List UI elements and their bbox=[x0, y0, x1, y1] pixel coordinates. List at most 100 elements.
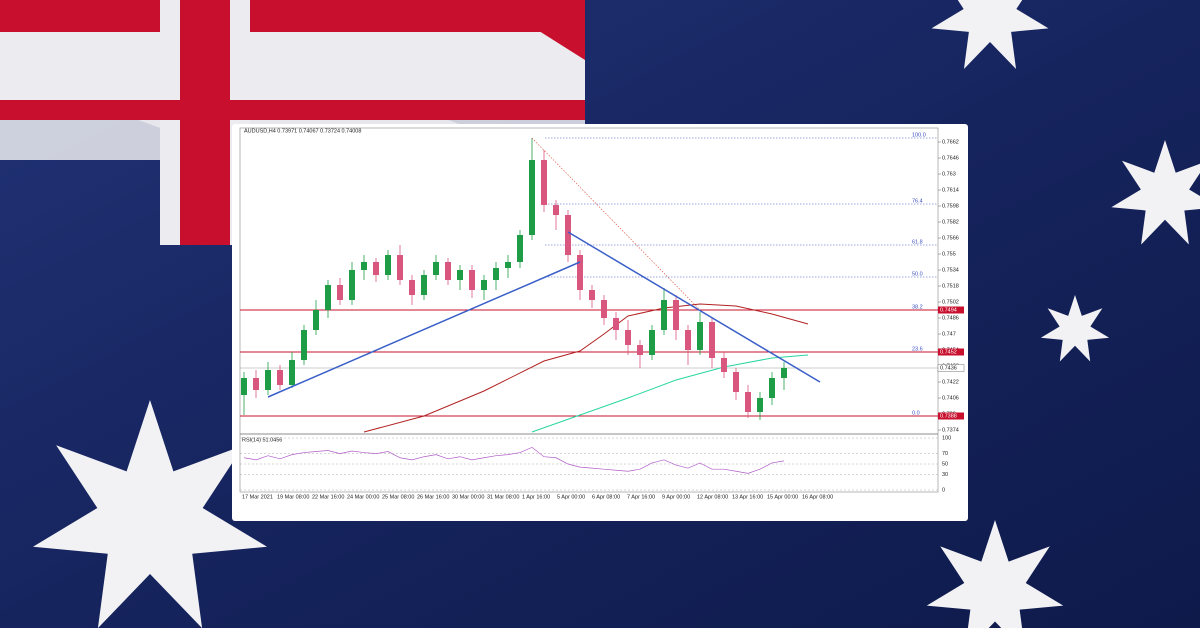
candle-body bbox=[469, 270, 475, 290]
current-price-label: 0.7436 bbox=[940, 365, 957, 371]
fib-label: 61.8 bbox=[912, 239, 923, 245]
flag-white-band bbox=[0, 32, 585, 100]
candle-body bbox=[529, 160, 535, 235]
candle-body bbox=[649, 330, 655, 355]
y-tick-label: 0.7502 bbox=[942, 299, 959, 305]
x-tick-label: 1 Apr 16:00 bbox=[522, 494, 550, 500]
y-tick-label: 0.7582 bbox=[942, 219, 959, 225]
x-tick-label: 31 Mar 08:00 bbox=[487, 494, 519, 500]
candle-body bbox=[337, 285, 343, 300]
moving-average bbox=[531, 354, 809, 433]
flag-red-diagonal bbox=[490, 0, 585, 60]
candle-body bbox=[517, 235, 523, 262]
x-tick-label: 30 Mar 00:00 bbox=[452, 494, 484, 500]
y-tick-label: 0.7422 bbox=[942, 379, 959, 385]
candle-body bbox=[745, 392, 751, 412]
candle-body bbox=[601, 300, 607, 318]
candle-body bbox=[673, 300, 679, 330]
flag-red-cross bbox=[0, 100, 585, 120]
x-tick-label: 24 Mar 00:00 bbox=[347, 494, 379, 500]
y-tick-label: 0.755 bbox=[942, 251, 956, 257]
rsi-tick-label: 100 bbox=[942, 435, 951, 441]
candle-body bbox=[253, 378, 259, 390]
candle-body bbox=[301, 330, 307, 360]
x-tick-label: 6 Apr 08:00 bbox=[592, 494, 620, 500]
current-price-tag bbox=[937, 364, 965, 372]
x-tick-label: 26 Mar 16:00 bbox=[417, 494, 449, 500]
candle-body bbox=[661, 300, 667, 330]
level-tag-label: 0.7494 bbox=[940, 307, 957, 313]
candle-body bbox=[445, 262, 451, 280]
trendline bbox=[567, 231, 821, 383]
trendline bbox=[267, 261, 581, 398]
candle-body bbox=[589, 290, 595, 300]
x-tick-label: 9 Apr 00:00 bbox=[662, 494, 690, 500]
candle-body bbox=[553, 205, 559, 215]
y-tick-label: 0.7566 bbox=[942, 235, 959, 241]
fib-label: 38.2 bbox=[912, 304, 923, 310]
candle-body bbox=[481, 280, 487, 290]
x-tick-label: 16 Apr 08:00 bbox=[802, 494, 833, 500]
x-tick-label: 15 Apr 00:00 bbox=[767, 494, 798, 500]
candle-body bbox=[457, 270, 463, 280]
fib-label: 23.6 bbox=[912, 346, 923, 352]
chart-title: AUDUSD,H4 0.73971 0.74067 0.73724 0.7400… bbox=[244, 128, 361, 134]
x-tick-label: 25 Mar 08:00 bbox=[382, 494, 414, 500]
candle-body bbox=[349, 270, 355, 300]
candle-body bbox=[733, 372, 739, 392]
candle-body bbox=[565, 215, 571, 255]
fib-label: 100.0 bbox=[912, 132, 926, 138]
candle-body bbox=[637, 345, 643, 355]
x-tick-label: 13 Apr 16:00 bbox=[732, 494, 763, 500]
candle-body bbox=[289, 360, 295, 385]
fib-label: 76.4 bbox=[912, 198, 923, 204]
x-tick-label: 17 Mar 2021 bbox=[242, 494, 273, 500]
candle-body bbox=[541, 160, 547, 205]
candle-body bbox=[625, 330, 631, 345]
chart-panel bbox=[232, 124, 968, 521]
y-tick-label: 0.7662 bbox=[942, 139, 959, 145]
candle-body bbox=[685, 330, 691, 350]
candle-body bbox=[421, 275, 427, 295]
candle-body bbox=[769, 378, 775, 398]
candle-body bbox=[613, 318, 619, 330]
candle-body bbox=[721, 358, 727, 372]
candle-body bbox=[313, 310, 319, 330]
level-tag bbox=[938, 348, 964, 356]
flag-red-cross bbox=[180, 0, 230, 245]
candle-body bbox=[277, 370, 283, 385]
y-tick-label: 0.747 bbox=[942, 331, 956, 337]
fib-label: 0.0 bbox=[912, 410, 920, 416]
trendline bbox=[531, 137, 701, 311]
rsi-tick-label: 0 bbox=[942, 487, 945, 493]
x-tick-label: 7 Apr 16:00 bbox=[627, 494, 655, 500]
x-tick-label: 22 Mar 16:00 bbox=[312, 494, 344, 500]
rsi-tick-label: 50 bbox=[942, 461, 948, 467]
candle-body bbox=[265, 370, 271, 390]
flag-red-band bbox=[0, 0, 585, 32]
y-tick-label: 0.7486 bbox=[942, 315, 959, 321]
y-tick-label: 0.7646 bbox=[942, 155, 959, 161]
level-tag-label: 0.7452 bbox=[940, 349, 957, 355]
rsi-label: RSI(14) 51.0456 bbox=[242, 437, 282, 443]
rsi-tick-label: 30 bbox=[942, 472, 948, 478]
fib-label: 50.0 bbox=[912, 271, 923, 277]
candle-body bbox=[493, 268, 499, 280]
candle-body bbox=[409, 280, 415, 295]
candle-body bbox=[433, 262, 439, 275]
candle-body bbox=[697, 322, 703, 350]
y-tick-label: 0.7518 bbox=[942, 283, 959, 289]
y-tick-label: 0.7598 bbox=[942, 203, 959, 209]
candle-body bbox=[709, 322, 715, 358]
candle-body bbox=[577, 255, 583, 290]
candle-body bbox=[385, 255, 391, 275]
rsi-line bbox=[243, 446, 785, 474]
rsi-tick-label: 70 bbox=[942, 451, 948, 457]
level-tag bbox=[938, 306, 964, 314]
x-tick-label: 19 Mar 08:00 bbox=[277, 494, 309, 500]
x-tick-label: 12 Apr 08:00 bbox=[697, 494, 728, 500]
candle-body bbox=[781, 368, 787, 378]
candle-body bbox=[325, 285, 331, 310]
